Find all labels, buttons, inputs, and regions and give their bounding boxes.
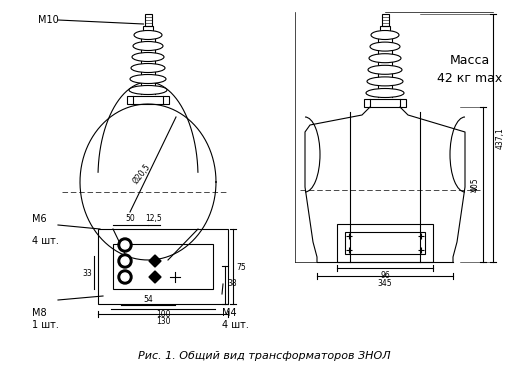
Text: М4: М4 xyxy=(222,308,237,318)
Text: 405: 405 xyxy=(471,177,480,192)
Text: 38: 38 xyxy=(227,279,237,289)
Text: 100: 100 xyxy=(156,310,170,319)
Ellipse shape xyxy=(133,42,163,51)
Ellipse shape xyxy=(369,54,401,63)
Text: М10: М10 xyxy=(38,15,59,25)
Bar xyxy=(345,232,425,254)
Text: 54: 54 xyxy=(143,295,153,304)
Text: 345: 345 xyxy=(378,279,392,288)
Circle shape xyxy=(121,241,129,249)
Text: 130: 130 xyxy=(156,317,170,326)
Text: 75: 75 xyxy=(236,263,246,272)
Ellipse shape xyxy=(132,52,164,61)
Ellipse shape xyxy=(367,77,403,86)
Circle shape xyxy=(118,238,132,252)
Bar xyxy=(127,96,169,104)
Bar xyxy=(113,244,213,289)
Bar xyxy=(337,224,433,262)
Text: 33: 33 xyxy=(82,269,92,278)
Ellipse shape xyxy=(129,86,167,94)
Text: Рис. 1. Общий вид трансформаторов ЗНОЛ: Рис. 1. Общий вид трансформаторов ЗНОЛ xyxy=(138,351,390,361)
Text: 4 шт.: 4 шт. xyxy=(222,308,249,330)
Circle shape xyxy=(118,270,132,284)
Text: 96: 96 xyxy=(380,271,390,280)
Text: М6: М6 xyxy=(32,214,46,224)
Ellipse shape xyxy=(134,31,162,39)
Circle shape xyxy=(121,257,129,265)
Bar xyxy=(145,14,152,26)
Circle shape xyxy=(118,254,132,268)
Bar xyxy=(143,26,153,31)
Ellipse shape xyxy=(131,64,165,73)
Ellipse shape xyxy=(370,42,400,51)
Polygon shape xyxy=(149,271,161,283)
Text: 1 шт.: 1 шт. xyxy=(32,308,59,330)
Polygon shape xyxy=(149,255,161,267)
Text: 50: 50 xyxy=(125,214,135,223)
Text: 12,5: 12,5 xyxy=(146,214,163,223)
Ellipse shape xyxy=(130,74,166,83)
Text: М8: М8 xyxy=(32,308,46,318)
Text: 4 шт.: 4 шт. xyxy=(32,224,59,246)
Bar xyxy=(364,99,406,107)
Text: Масса: Масса xyxy=(450,54,490,67)
Circle shape xyxy=(121,273,129,281)
Text: 437,1: 437,1 xyxy=(496,127,505,149)
Text: 42 кг max: 42 кг max xyxy=(437,72,503,85)
Ellipse shape xyxy=(368,65,402,74)
Bar xyxy=(382,14,389,26)
Ellipse shape xyxy=(366,89,404,97)
Bar xyxy=(380,26,390,31)
Text: Ø20,5: Ø20,5 xyxy=(131,162,153,186)
Bar xyxy=(98,229,228,304)
Ellipse shape xyxy=(371,31,399,39)
